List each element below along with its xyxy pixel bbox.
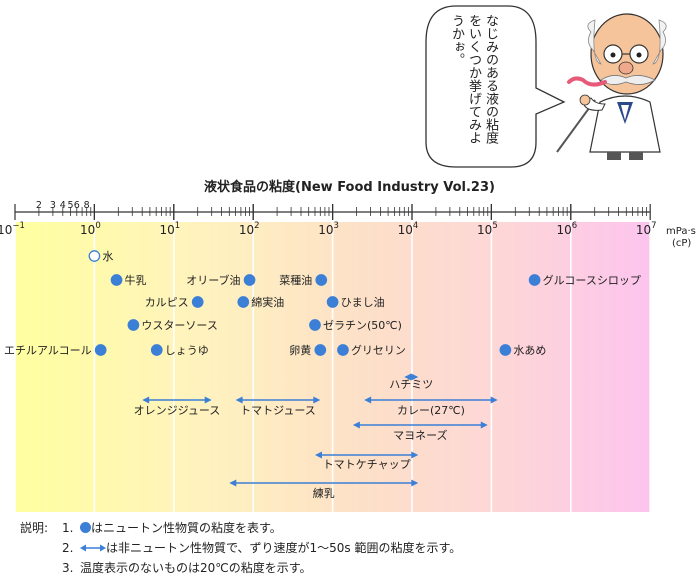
decade-label: 10−1	[0, 221, 25, 237]
newtonian-label: 菜種油	[279, 273, 312, 287]
decade-label: 100	[80, 221, 101, 237]
arrow-head-left	[364, 396, 372, 404]
note-text: は非ニュートン性物質で、ずり速度が1〜50s 範囲の粘度を示す。	[106, 541, 462, 555]
minor-tick-label: 4	[60, 200, 66, 211]
x-unit-sub-label: (cP)	[672, 238, 691, 249]
newtonian-label: グルコースシロップ	[543, 273, 641, 287]
newtonian-label: グリセリン	[351, 343, 406, 357]
newtonian-point	[528, 274, 541, 286]
range-label: 練乳	[313, 486, 335, 500]
arrow-head-right	[411, 373, 419, 381]
chart-title: 液状食品の粘度(New Food Industry Vol.23)	[204, 180, 495, 195]
arrow-head-right	[204, 396, 212, 404]
newtonian-point	[337, 344, 349, 356]
newtonian-point	[237, 296, 250, 308]
minor-tick-label: 3	[50, 200, 56, 211]
arrow-head-left	[314, 451, 322, 459]
note-number: 2.	[62, 541, 74, 555]
newtonian-point	[314, 344, 327, 356]
range-label: トマトジュース	[240, 404, 316, 417]
newtonian-point	[150, 344, 163, 356]
speech-bubble	[425, 5, 566, 168]
newtonian-label: ゼラチン(50℃)	[323, 319, 402, 332]
newtonian-point	[88, 250, 101, 262]
newtonian-label: エチルアルコール	[4, 344, 92, 357]
newtonian-label: ウスターソース	[141, 319, 217, 332]
note-text: はニュートン性物質の粘度を表す。	[91, 521, 282, 535]
x-unit-label: mPa·s	[666, 226, 696, 237]
arrow-head-right	[313, 396, 321, 404]
newtonian-label: ひまし油	[341, 295, 385, 309]
note-number: 3.	[62, 561, 74, 575]
newtonian-point	[499, 344, 512, 356]
newtonian-label: 牛乳	[125, 273, 147, 287]
arrow-head-right	[480, 421, 488, 429]
arrow-head-right	[411, 479, 419, 487]
newtonian-point	[191, 296, 204, 308]
newtonian-label: しょうゆ	[165, 344, 209, 357]
minor-tick-label: 2	[36, 200, 42, 211]
newtonian-label: 綿実油	[251, 295, 284, 309]
newtonian-point	[127, 319, 140, 331]
newtonian-point	[315, 274, 328, 286]
newtonian-point	[326, 296, 339, 308]
notes-heading: 説明:	[20, 521, 49, 535]
double-arrow-icon	[80, 544, 106, 552]
arrow-head-left	[404, 373, 412, 381]
newtonian-label: オリーブ油	[186, 273, 240, 287]
minor-tick-label: 8	[84, 200, 90, 211]
arrow-head-right	[411, 451, 419, 459]
decade-label: 106	[556, 221, 577, 237]
note-text: 温度表示のないものは20℃の粘度を示す。	[80, 561, 312, 575]
note-number: 1.	[62, 521, 74, 535]
minor-tick-label: 6	[74, 200, 80, 211]
arrow-head-right	[490, 396, 498, 404]
decade-label: 104	[398, 221, 419, 237]
decade-label: 101	[159, 221, 180, 237]
range-label: トマトケチャップ	[323, 458, 411, 471]
newtonian-label: 水あめ	[513, 344, 546, 357]
blue-dot-icon	[80, 522, 91, 533]
professor-illustration	[556, 13, 667, 160]
decade-label: 102	[239, 221, 260, 237]
x-axis: 2 3 4 5 6 8 10−1 100 101 102 103 104 105 106 107 mPa·s(…	[0, 200, 696, 249]
range-label: カレー(27℃)	[397, 404, 465, 417]
grid-lines	[14, 222, 652, 512]
minor-tick-label: 5	[67, 200, 73, 211]
viscosity-chart: 2 3 4 5 6 8 10−1 100 101 102 103 104 105 106 107 mPa·s(…	[0, 200, 696, 512]
newtonian-point	[243, 274, 256, 286]
newtonian-point	[110, 274, 123, 286]
range-label: マヨネーズ	[393, 428, 447, 442]
bubble-text: なじみのある液の粘度をいくつか挙げてみようかぉ。	[449, 14, 498, 144]
decade-label: 107	[636, 221, 657, 237]
newtonian-label: 卵黄	[289, 343, 311, 357]
newtonian-label: カルピス	[145, 296, 189, 309]
decade-label: 103	[318, 221, 339, 237]
arrow-head-left	[352, 421, 360, 429]
arrow-head-left	[142, 396, 150, 404]
newtonian-point	[309, 319, 321, 331]
arrow-head-left	[235, 396, 243, 404]
decade-label: 105	[477, 221, 498, 237]
range-label: オレンジジュース	[134, 404, 221, 417]
arrow-head-left	[229, 479, 237, 487]
newtonian-point	[94, 344, 107, 356]
newtonian-label: 水	[102, 250, 113, 263]
range-label: ハチミツ	[389, 378, 433, 391]
